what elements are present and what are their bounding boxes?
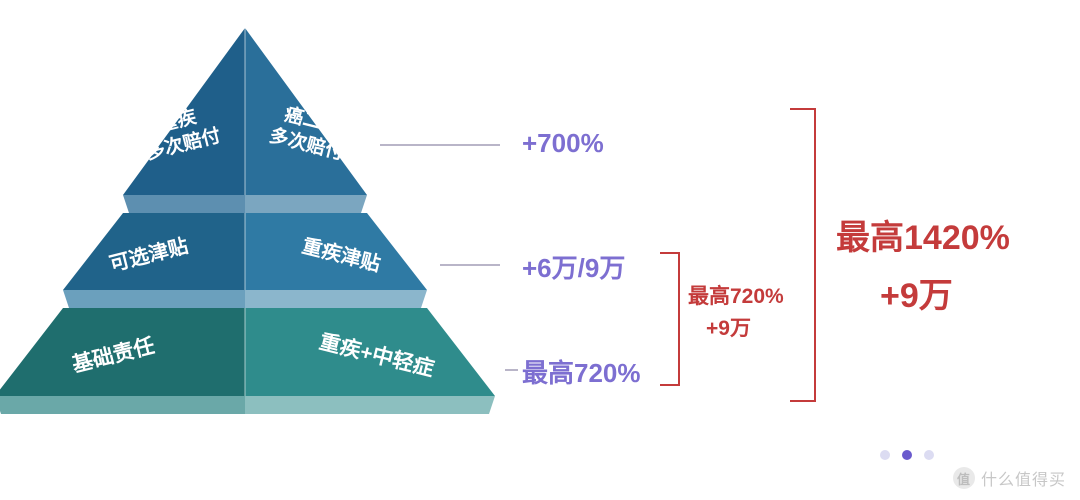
mid-summary-0: 最高720% xyxy=(688,280,784,310)
annotation-a1: +700% xyxy=(522,128,604,159)
watermark: 值 什么值得买 xyxy=(953,466,1066,490)
infographic-stage: 重疾多次赔付癌二次多次赔付可选津贴重疾津贴基础责任重疾+中轻症 +700%+6万… xyxy=(0,0,1080,500)
annotation-a2: +6万/9万 xyxy=(522,248,625,285)
pager-dot-1[interactable] xyxy=(902,450,912,460)
pager-dot-2[interactable] xyxy=(924,450,934,460)
pager-dots xyxy=(880,450,934,460)
pager-dot-0[interactable] xyxy=(880,450,890,460)
mid-bracket xyxy=(660,252,680,386)
watermark-badge-icon: 值 xyxy=(953,467,975,489)
big-summary-1: +9万 xyxy=(880,268,953,317)
watermark-text: 什么值得买 xyxy=(981,466,1066,490)
big-bracket xyxy=(790,108,816,402)
big-summary-0: 最高1420% xyxy=(836,210,1010,259)
mid-summary-1: +9万 xyxy=(706,312,751,342)
annotation-a3: 最高720% xyxy=(522,353,641,390)
